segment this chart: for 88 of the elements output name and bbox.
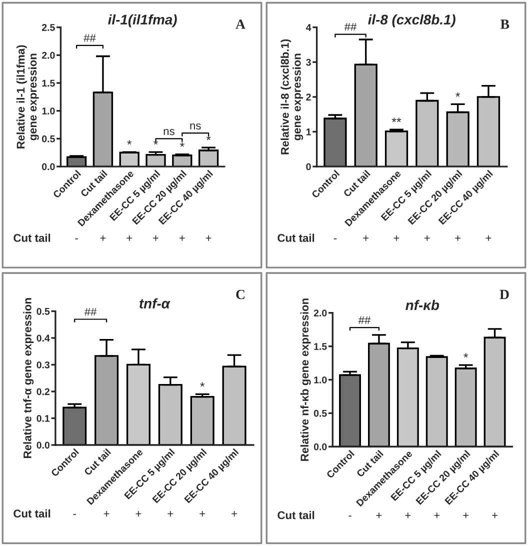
annotation: ##: [344, 22, 357, 31]
bar: [92, 92, 114, 167]
bar: [190, 396, 214, 445]
data-label: *: [154, 140, 158, 145]
y-tick-label: 2.0: [314, 310, 327, 316]
text: +: [394, 235, 400, 241]
y-tick-label: 3: [306, 58, 311, 66]
chart-title: tnf-α: [140, 298, 170, 308]
y-axis-title: Relative il-1 (il1fma) gene expression: [16, 45, 39, 148]
data-label: *: [206, 136, 211, 140]
y-tick-label: 1.5: [42, 80, 55, 87]
text: +: [126, 235, 132, 241]
text: -: [73, 514, 76, 515]
chart-title: nf-κb: [406, 300, 440, 310]
chart-title: il-1(il1fma): [108, 14, 177, 28]
y-tick-label: 0.5: [36, 308, 50, 315]
y-tick-label: 0.0: [42, 163, 55, 170]
y-tick-label: 0.4: [36, 334, 50, 342]
y-tick-label: 1.0: [42, 108, 55, 114]
data-label: *: [180, 142, 184, 147]
y-axis-title: Relative nf-κb gene expression: [300, 298, 311, 461]
y-tick-label: 2.0: [42, 52, 55, 59]
annotation: ns: [164, 129, 174, 136]
text: -: [348, 516, 352, 517]
text: +: [100, 235, 106, 241]
text: +: [179, 235, 185, 241]
bar: [339, 374, 361, 447]
bar: [454, 368, 477, 447]
y-tick-label: 0.0: [36, 442, 50, 449]
chart-title: il-8 (cxcl8b.1): [368, 14, 456, 28]
text: +: [486, 235, 492, 241]
y-tick-label: 1.0: [314, 376, 327, 384]
y-tick-label: 0.5: [42, 135, 55, 142]
y-tick-label: 0.3: [36, 361, 50, 368]
bar: [62, 406, 87, 445]
annotation: B: [500, 20, 510, 29]
text: Cut tail: [14, 509, 50, 518]
bar: [324, 118, 347, 167]
data-label: *: [464, 353, 468, 358]
data-label: **: [392, 118, 402, 122]
text: -: [334, 238, 337, 240]
text: +: [434, 512, 440, 518]
y-tick-label: 1.5: [314, 343, 327, 350]
y-tick-label: 0.2: [36, 388, 50, 396]
text: +: [363, 235, 369, 241]
bar: [396, 347, 419, 447]
bar: [146, 154, 166, 167]
annotation: ##: [84, 308, 97, 316]
text: +: [463, 512, 469, 518]
y-tick-label: 2.5: [42, 24, 55, 31]
text: +: [104, 511, 110, 516]
data-label: *: [200, 382, 205, 387]
y-tick-label: 4: [306, 24, 312, 31]
text: C: [236, 290, 244, 300]
y-tick-label: 0.1: [36, 414, 50, 422]
text: Cut tail: [14, 234, 50, 242]
data-label: *: [127, 140, 132, 145]
text: +: [168, 511, 174, 516]
bar: [354, 64, 378, 167]
text: D: [500, 290, 509, 300]
text: +: [232, 511, 237, 516]
y-axis-title: Relative il-8 (cxcl8b.1) gene expression: [280, 39, 304, 154]
text: -: [75, 238, 78, 240]
text: +: [492, 512, 498, 518]
y-tick-label: 0.5: [314, 410, 327, 417]
text: Cut tail: [278, 234, 314, 242]
bar: [426, 356, 448, 447]
text: +: [455, 235, 461, 241]
text: +: [136, 511, 142, 516]
annotation: ##: [84, 34, 96, 42]
y-tick-label: 2: [306, 94, 311, 100]
y-axis-title: Relative tnf-α gene expression: [23, 298, 34, 458]
text: A: [236, 20, 246, 29]
y-tick-label: 1: [306, 128, 311, 136]
annotation: ns: [190, 123, 201, 130]
text: Cut tail: [278, 511, 314, 520]
annotation: ##: [358, 316, 371, 324]
text: +: [153, 235, 158, 241]
data-label: *: [456, 92, 460, 97]
text: +: [424, 235, 430, 241]
bar: [198, 150, 219, 167]
y-tick-label: 0.0: [314, 443, 327, 450]
text: +: [200, 511, 206, 516]
text: +: [376, 512, 382, 518]
text: +: [206, 235, 212, 241]
text: +: [405, 512, 411, 518]
y-tick-label: 0: [306, 163, 311, 170]
bar: [384, 130, 408, 167]
